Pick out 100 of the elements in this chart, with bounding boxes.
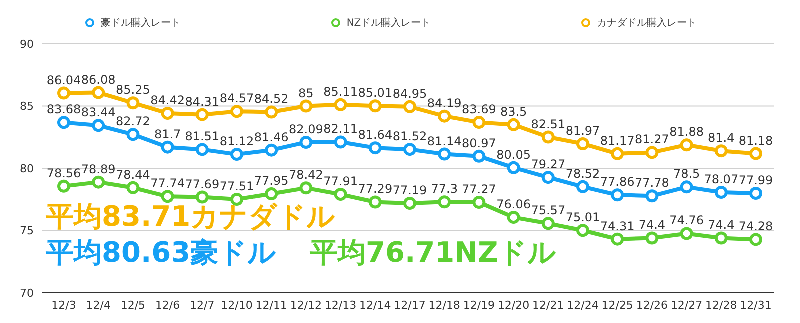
data-label: 81.18 (738, 134, 774, 148)
point (230, 148, 244, 162)
point (507, 211, 520, 224)
point (680, 180, 694, 194)
data-label: 84.19 (427, 96, 462, 110)
data-label: 85.25 (116, 83, 150, 98)
data-label: 77.19 (392, 183, 428, 198)
x-tick-label: 12/11 (256, 298, 288, 312)
point (300, 136, 313, 149)
data-label: 84.95 (392, 86, 428, 101)
point (542, 130, 555, 144)
point (196, 108, 209, 122)
x-tick-label: 12/26 (636, 298, 668, 312)
point (611, 147, 624, 160)
point (472, 150, 486, 163)
point (368, 100, 382, 113)
data-label: 77.99 (738, 174, 774, 188)
point (646, 190, 659, 203)
point (58, 86, 70, 100)
point (507, 118, 520, 132)
point (438, 196, 452, 209)
data-label: 74.76 (670, 214, 704, 228)
x-tick-label: 12/21 (532, 298, 564, 312)
y-tick-label: 80 (20, 162, 34, 176)
point (611, 232, 624, 246)
legend-label: カナダドル購入レート (596, 16, 698, 30)
data-label: 84.31 (185, 94, 220, 109)
point (334, 136, 348, 149)
x-tick-label: 12/25 (602, 298, 634, 312)
y-tick-label: 70 (20, 286, 34, 300)
data-label: 83.44 (81, 106, 116, 120)
annotation: 平均80.63豪ドル (46, 235, 277, 271)
y-tick-label: 90 (20, 38, 34, 51)
data-label: 81.51 (185, 130, 220, 144)
data-label: 82.09 (289, 122, 324, 136)
point (92, 176, 106, 189)
point (404, 143, 416, 156)
point (750, 187, 762, 200)
point (438, 148, 452, 161)
data-label: 86.04 (46, 73, 82, 88)
data-label: 83.5 (500, 104, 528, 119)
data-label: 81.46 (254, 130, 289, 144)
point (265, 144, 278, 157)
data-label: 77.78 (635, 176, 670, 190)
data-label: 85.01 (358, 86, 393, 100)
annotation: 平均76.71NZドル (310, 235, 556, 271)
data-label: 82.51 (531, 117, 566, 132)
point (126, 181, 140, 194)
point (646, 232, 659, 245)
point (334, 188, 348, 202)
data-label: 77.29 (358, 182, 393, 196)
x-tick-label: 12/12 (290, 298, 322, 312)
legend-label: NZドル購入レート (346, 16, 432, 30)
x-tick-label: 12/27 (670, 298, 703, 312)
data-label: 83.68 (46, 102, 82, 117)
data-label: 84.42 (150, 93, 185, 108)
data-label: 84.57 (220, 92, 254, 106)
point (472, 116, 486, 130)
x-tick-label: 12/5 (120, 298, 146, 312)
data-label: 83.69 (462, 102, 496, 117)
data-label: 74.31 (600, 219, 635, 234)
data-label: 82.72 (116, 114, 150, 129)
annotation: 平均83.71カナダドル (46, 199, 336, 235)
x-tick-label: 12/24 (567, 298, 599, 312)
point (438, 110, 452, 123)
point (542, 217, 555, 230)
data-label: 81.7 (154, 127, 182, 142)
point (196, 190, 209, 204)
data-label: 86.08 (81, 72, 116, 87)
x-tick-label: 12/18 (428, 298, 460, 312)
y-tick-label: 75 (20, 224, 34, 238)
data-label: 81.97 (566, 124, 600, 138)
point (161, 106, 174, 120)
data-label: 78.56 (46, 166, 82, 180)
data-label: 81.12 (220, 134, 254, 149)
data-label: 76.06 (496, 198, 531, 212)
data-label: 85.11 (324, 84, 358, 99)
point (126, 96, 140, 110)
point (714, 144, 728, 158)
data-label: 81.52 (392, 130, 428, 144)
point (300, 182, 313, 195)
point (265, 188, 278, 201)
data-label: 81.88 (670, 125, 704, 140)
data-label: 81.4 (708, 131, 735, 146)
data-label: 81.17 (600, 134, 635, 148)
point (196, 143, 209, 156)
data-label: 78.42 (289, 168, 324, 182)
data-label: 77.95 (254, 174, 289, 188)
point (230, 193, 244, 206)
data-label: 85 (298, 86, 314, 100)
data-label: 81.64 (358, 128, 393, 142)
x-tick-label: 12/6 (155, 298, 180, 312)
data-label: 77.27 (462, 182, 496, 196)
x-tick-label: 12/14 (360, 298, 392, 312)
x-tick-label: 12/10 (221, 298, 253, 312)
point (680, 227, 694, 240)
point (576, 180, 590, 194)
data-label: 77.91 (324, 174, 358, 189)
point (646, 146, 659, 160)
point (507, 161, 520, 174)
